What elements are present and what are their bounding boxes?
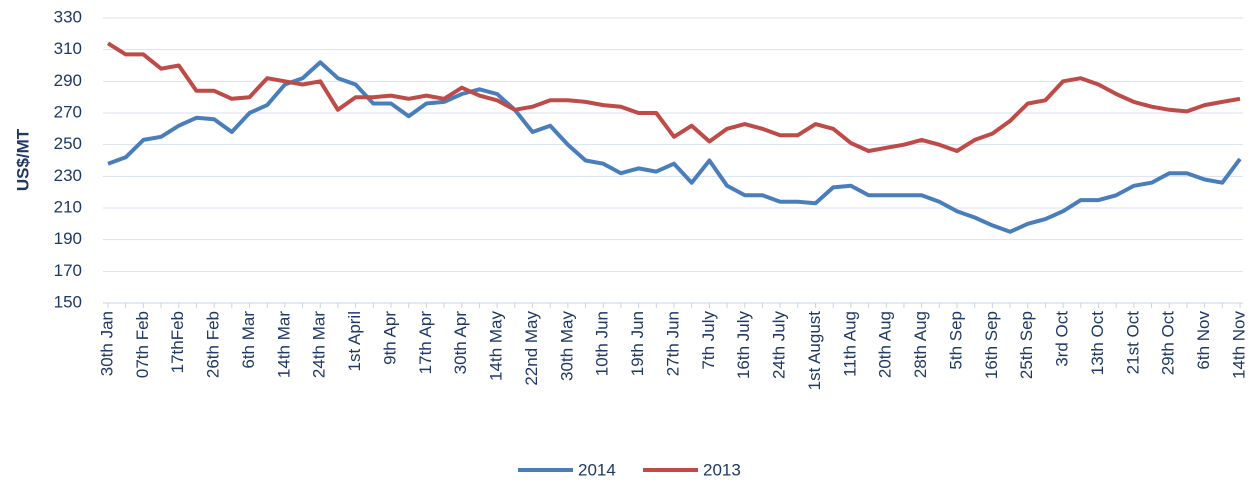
x-tick-label: 1st April: [345, 311, 364, 371]
x-tick-label: 21st Oct: [1123, 311, 1142, 375]
y-tick-label: 250: [54, 134, 82, 153]
x-tick-label: 14th Mar: [274, 311, 293, 378]
x-tick-label: 10th Jun: [593, 311, 612, 376]
x-tick-label: 29th Oct: [1159, 311, 1178, 376]
x-tick-label: 6th Mar: [239, 311, 258, 369]
x-tick-label: 1st August: [805, 311, 824, 391]
y-tick-label: 190: [54, 229, 82, 248]
y-tick-label: 270: [54, 102, 82, 121]
y-tick-label: 310: [54, 39, 82, 58]
x-tick-label: 28th Aug: [911, 311, 930, 378]
x-tick-label: 9th Apr: [380, 311, 399, 365]
y-tick-label: 290: [54, 71, 82, 90]
x-tick-label: 30th May: [557, 311, 576, 381]
x-tick-label: 17th Apr: [416, 311, 435, 375]
x-tick-label: 22nd May: [522, 311, 541, 386]
y-tick-label: 230: [54, 166, 82, 185]
x-tick-label: 20th Aug: [876, 311, 895, 378]
legend-label: 2013: [703, 460, 741, 479]
x-tick-label: 30th Jan: [97, 311, 116, 376]
x-tick-label: 24th Mar: [310, 311, 329, 378]
x-tick-label: 6th Nov: [1194, 311, 1213, 370]
y-tick-label: 170: [54, 261, 82, 280]
x-tick-label: 11th Aug: [840, 311, 859, 377]
x-tick-label: 13th Oct: [1088, 311, 1107, 376]
x-tick-label: 27th Jun: [663, 311, 682, 376]
x-tick-label: 14th May: [487, 311, 506, 381]
y-axis-label: US$/MT: [13, 128, 32, 191]
x-tick-label: 30th Apr: [451, 311, 470, 375]
y-tick-label: 330: [54, 7, 82, 26]
x-tick-label: 16th Sep: [982, 311, 1001, 379]
x-tick-label: 3rd Oct: [1053, 311, 1072, 367]
x-tick-label: 5th Sep: [946, 311, 965, 370]
y-tick-label: 150: [54, 292, 82, 311]
x-tick-label: 7th July: [699, 311, 718, 370]
x-tick-label: 26th Feb: [204, 311, 223, 378]
x-tick-label: 07th Feb: [133, 311, 152, 378]
x-tick-label: 19th Jun: [628, 311, 647, 376]
x-tick-label: 14th Nov: [1229, 311, 1248, 380]
y-tick-label: 210: [54, 197, 82, 216]
series-line: [107, 60, 1242, 234]
x-tick-label: 16th July: [734, 311, 753, 380]
series-line: [106, 41, 1241, 153]
legend-label: 2014: [578, 460, 616, 479]
x-tick-label: 17thFeb: [168, 311, 187, 373]
x-tick-label: 24th July: [770, 311, 789, 380]
x-tick-label: 25th Sep: [1017, 311, 1036, 379]
